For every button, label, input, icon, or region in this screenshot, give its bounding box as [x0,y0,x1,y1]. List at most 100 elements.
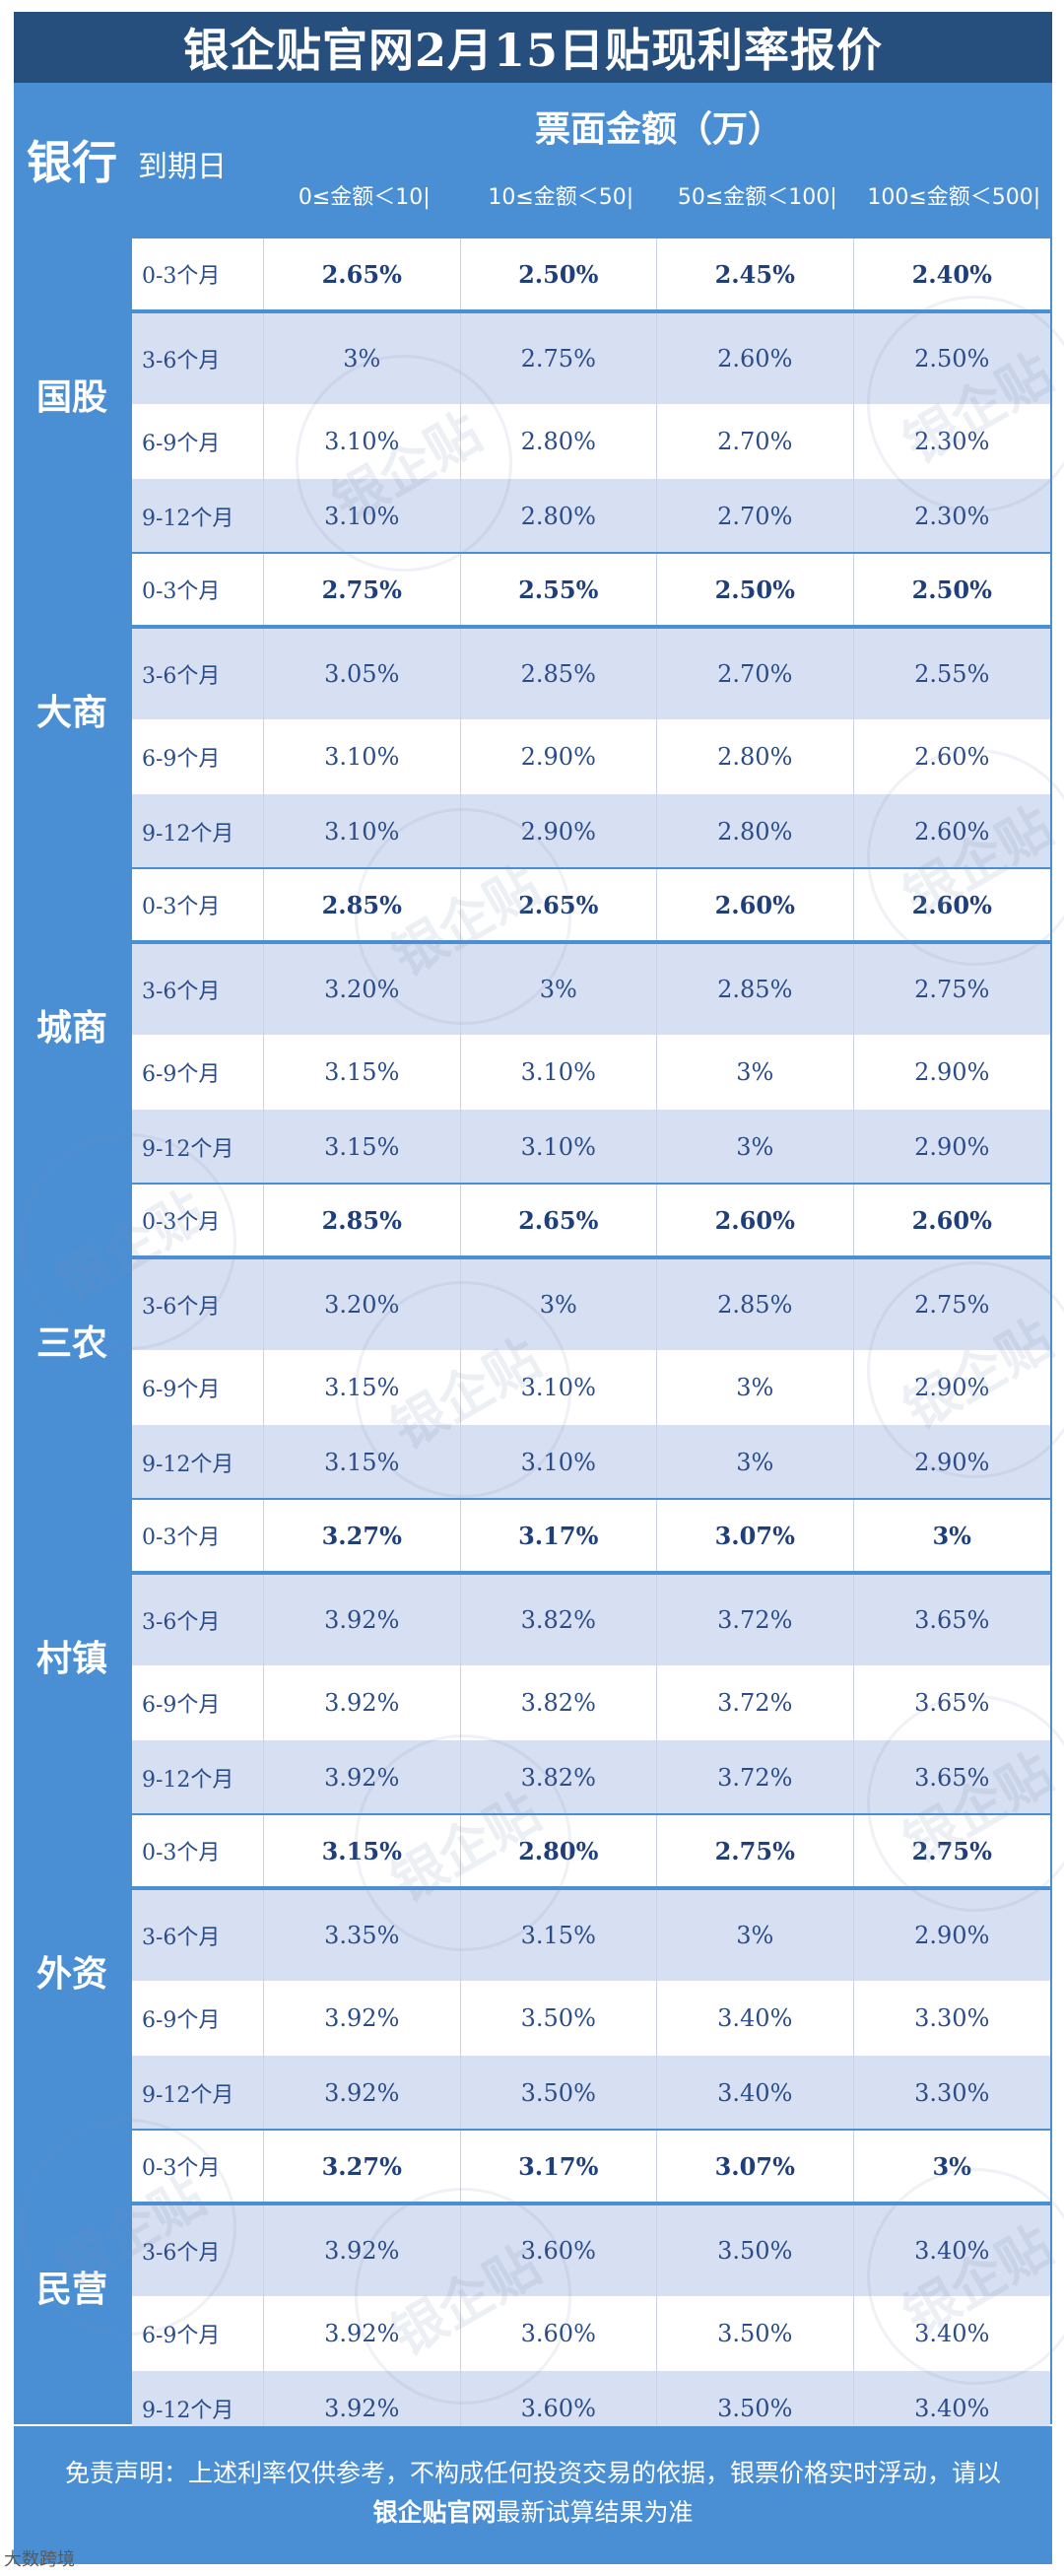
rate-cell: 3.10% [461,1350,657,1425]
rate-cell: 3.92% [264,1665,461,1740]
rate-cell: 2.75% [911,1836,992,1865]
bank-name: 大商 [35,693,107,733]
table-row: 3-6个月 3.05% 2.85% 2.70% 2.55% [132,629,1050,719]
bank-name: 民营 [35,2270,107,2310]
rate-rows: 0-3个月 2.85% 2.65% 2.60% 2.60% 3-6个月 3.20% 3% 2.8… [132,867,1050,1185]
rate-cell: 2.45% [657,238,854,309]
rate-cell: 3% [461,944,657,1035]
rate-cell: 2.50% [657,554,854,625]
rate-cell: 3% [657,1890,854,1981]
rate-cell: 2.60% [911,1205,992,1235]
term-cell: 6-9个月 [132,719,264,794]
disclaimer-text: 最新试算结果为准 [496,2498,694,2527]
range-header: 0≤金额＜10| [298,185,431,210]
rate-cell: 2.85% [461,629,657,719]
table-row: 6-9个月 3.10% 2.90% 2.80% 2.60% [132,719,1050,794]
table-row: 3-6个月 3.20% 3% 2.85% 2.75% [132,1259,1050,1350]
table-row: 6-9个月 3.15% 3.10% 3% 2.90% [132,1350,1050,1425]
rate-cell: 3.65% [914,1689,990,1717]
bank-group: 三农 0-3个月 2.85% 2.65% 2.60% 2.60% 3-6个月 3.20% 3% 2… [14,1183,1052,1500]
rate-cell: 3.50% [657,2296,854,2371]
term-cell: 3-6个月 [132,944,264,1035]
bank-group: 大商 0-3个月 2.75% 2.55% 2.50% 2.50% 3-6个月 3.05% 2.8… [14,552,1052,869]
rate-cell: 2.65% [461,869,657,940]
rate-cell: 3.40% [657,2056,854,2131]
rate-cell: 2.65% [461,1185,657,1255]
rate-cell: 2.75% [461,313,657,404]
amount-group-header: 票面金额（万） [534,109,783,150]
rate-cell: 2.30% [914,428,990,455]
rate-cell: 2.65% [264,238,461,309]
rate-rows: 0-3个月 3.27% 3.17% 3.07% 3% 3-6个月 3.92% 3.82% 3.7… [132,1498,1050,1815]
bank-name: 三农 [35,1323,107,1364]
rate-cell: 3% [657,1035,854,1110]
rate-cell: 3.27% [264,1500,461,1571]
rate-cell: 2.60% [657,1185,854,1255]
rate-cell: 3.40% [914,2320,990,2347]
rate-rows: 0-3个月 3.15% 2.80% 2.75% 2.75% 3-6个月 3.35% 3.15%… [132,1813,1050,2131]
rate-rows: 0-3个月 2.65% 2.50% 2.45% 2.40% 3-6个月 3% 2.75% 2.6… [132,237,1050,554]
term-cell: 6-9个月 [132,1035,264,1110]
rate-cell: 3.92% [264,1981,461,2056]
term-cell: 6-9个月 [132,1981,264,2056]
table-row: 9-12个月 3.15% 3.10% 3% 2.90% [132,1425,1050,1500]
table-row: 0-3个月 2.65% 2.50% 2.45% 2.40% [132,238,1050,311]
rate-cell: 2.60% [914,743,990,771]
rate-cell: 3.40% [914,2237,990,2265]
term-cell: 6-9个月 [132,1665,264,1740]
term-cell: 9-12个月 [132,2056,264,2131]
rate-cell: 3.20% [264,1259,461,1350]
table-row: 0-3个月 2.85% 2.65% 2.60% 2.60% [132,869,1050,942]
rate-cell: 3.10% [461,1035,657,1110]
disclaimer: 免责声明：上述利率仅供参考，不构成任何投资交易的依据，银票价格实时浮动，请以 银… [14,2426,1052,2564]
rate-cell: 3.92% [264,2296,461,2371]
rate-cell: 2.75% [657,1815,854,1886]
rate-cell: 3.10% [461,1425,657,1500]
rate-cell: 3.92% [264,2371,461,2446]
range-header: 10≤金额＜50| [488,185,634,210]
table-row: 0-3个月 3.15% 2.80% 2.75% 2.75% [132,1815,1050,1888]
rate-cell: 3.40% [657,1981,854,2056]
rate-cell: 2.60% [657,869,854,940]
term-cell: 9-12个月 [132,479,264,554]
rate-cell: 3.72% [657,1665,854,1740]
rate-cell: 2.90% [461,719,657,794]
table-row: 3-6个月 3.35% 3.15% 3% 2.90% [132,1890,1050,1981]
term-cell: 9-12个月 [132,794,264,869]
rate-cell: 3.50% [657,2205,854,2296]
rate-table: 银行 到期日 票面金额（万） 0≤金额＜10| 10≤金额＜50| 50≤金额＜… [14,83,1052,2446]
table-row: 3-6个月 3.92% 3.60% 3.50% 3.40% [132,2205,1050,2296]
rate-cell: 3% [657,1110,854,1185]
disclaimer-line: 银企贴官网最新试算结果为准 [14,2493,1052,2533]
rate-cell: 3.15% [264,1425,461,1500]
term-cell: 0-3个月 [132,238,264,309]
rate-cell: 3.82% [461,1740,657,1815]
rate-cell: 3.92% [264,1575,461,1665]
rate-cell: 2.75% [264,554,461,625]
rate-cell: 2.55% [914,660,990,688]
rate-cell: 2.85% [264,869,461,940]
bank-name: 国股 [35,377,107,418]
brand-name: 银企贴官网 [372,2498,497,2527]
bank-name: 城商 [35,1008,107,1049]
bank-group: 外资 0-3个月 3.15% 2.80% 2.75% 2.75% 3-6个月 3.35% 3.1… [14,1813,1052,2131]
rate-cell: 3.72% [657,1575,854,1665]
term-cell: 9-12个月 [132,1110,264,1185]
term-cell: 0-3个月 [132,554,264,625]
rate-cell: 2.60% [914,818,990,846]
term-cell: 3-6个月 [132,1259,264,1350]
bank-name: 村镇 [35,1639,107,1679]
bank-group: 国股 0-3个月 2.65% 2.50% 2.45% 2.40% 3-6个月 3% 2.75% 2… [14,237,1052,554]
rate-cell: 2.85% [657,944,854,1035]
rate-cell: 2.85% [657,1259,854,1350]
rate-cell: 2.70% [657,479,854,554]
rate-cell: 2.50% [914,345,990,373]
rate-cell: 3.15% [264,1035,461,1110]
rate-cell: 3.82% [461,1575,657,1665]
table-row: 9-12个月 3.92% 3.50% 3.40% 3.30% [132,2056,1050,2131]
rate-cell: 2.80% [657,719,854,794]
rate-cell: 2.80% [657,794,854,869]
rate-cell: 2.90% [914,1058,990,1086]
rate-cell: 2.55% [461,554,657,625]
